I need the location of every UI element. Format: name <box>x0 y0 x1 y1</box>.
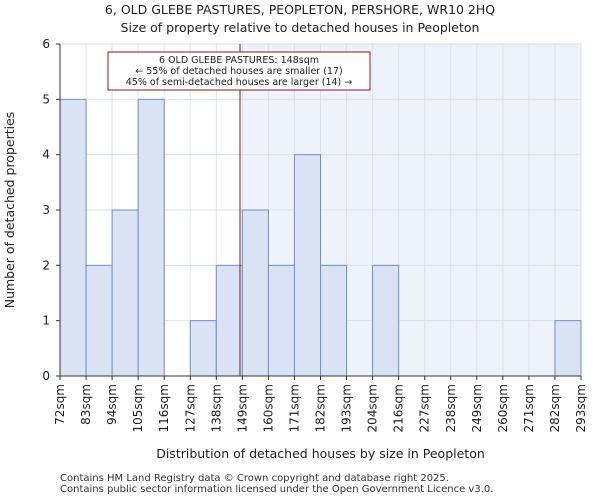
x-tick-label: 260sqm <box>496 384 510 432</box>
x-tick-label: 293sqm <box>574 384 588 432</box>
chart-title-address: 6, OLD GLEBE PASTURES, PEOPLETON, PERSHO… <box>104 2 496 17</box>
y-tick-label: 2 <box>42 258 50 272</box>
x-tick-label: 271sqm <box>522 384 536 432</box>
x-ticks: 72sqm 83sqm 94sqm 105sqm 116sqm 127sqm 138sqm 1… <box>53 376 588 432</box>
bar-182sqm <box>320 264 348 377</box>
annotation-box <box>107 51 371 91</box>
bar-83sqm <box>85 264 113 377</box>
x-tick-label: 116sqm <box>157 384 171 432</box>
footer-licence: Contains public sector information licen… <box>60 484 494 495</box>
x-tick-label: 149sqm <box>235 384 249 432</box>
chart-title: Size of property relative to detached ho… <box>120 20 480 35</box>
x-axis-label: Distribution of detached houses by size … <box>156 446 485 461</box>
x-tick-label: 282sqm <box>548 384 562 432</box>
x-tick-label: 227sqm <box>418 384 432 432</box>
annotation-line-3: 45% of semi-detached houses are larger (… <box>126 77 353 88</box>
x-tick-label: 94sqm <box>105 384 119 425</box>
x-tick-label: 182sqm <box>314 384 328 432</box>
x-tick-label: 238sqm <box>444 384 458 432</box>
bar-171sqm <box>293 154 322 377</box>
marker-annotation: 6 OLD GLEBE PASTURES: 148sqm ← 55% of de… <box>107 51 371 91</box>
x-tick-label: 171sqm <box>287 384 301 432</box>
bar-72sqm <box>59 98 87 377</box>
x-tick-label: 127sqm <box>183 384 197 432</box>
annotation-line-2: ← 55% of detached houses are smaller (17… <box>135 66 342 77</box>
x-tick-label: 204sqm <box>366 384 380 432</box>
y-axis-label: Number of detached properties <box>2 112 17 309</box>
y-tick-label: 0 <box>42 369 50 383</box>
x-tick-label: 249sqm <box>470 384 484 432</box>
x-tick-label: 193sqm <box>340 384 354 432</box>
bar-160sqm <box>267 264 295 377</box>
x-tick-label: 72sqm <box>53 384 67 425</box>
x-tick-label: 160sqm <box>261 384 275 432</box>
y-tick-label: 1 <box>42 314 50 328</box>
y-ticks: 0 1 2 3 4 5 6 <box>42 37 60 383</box>
x-tick-label: 138sqm <box>209 384 223 432</box>
bar-282sqm <box>554 320 582 377</box>
x-tick-label: 83sqm <box>79 384 93 425</box>
bar-204sqm <box>372 264 400 377</box>
bar-94sqm <box>111 209 139 377</box>
x-tick-label: 216sqm <box>392 384 406 432</box>
bars <box>59 98 582 377</box>
y-tick-label: 4 <box>42 148 50 162</box>
y-tick-label: 3 <box>42 203 50 217</box>
footer-copyright: Contains HM Land Registry data © Crown c… <box>60 473 449 484</box>
x-tick-label: 105sqm <box>131 384 145 432</box>
y-tick-label: 5 <box>42 92 50 106</box>
y-tick-label: 6 <box>42 37 50 51</box>
bar-127sqm <box>189 320 217 377</box>
bar-149sqm <box>241 209 269 377</box>
bar-105sqm <box>137 98 165 377</box>
bar-138sqm <box>215 264 243 377</box>
annotation-line-1: 6 OLD GLEBE PASTURES: 148sqm <box>159 55 319 66</box>
